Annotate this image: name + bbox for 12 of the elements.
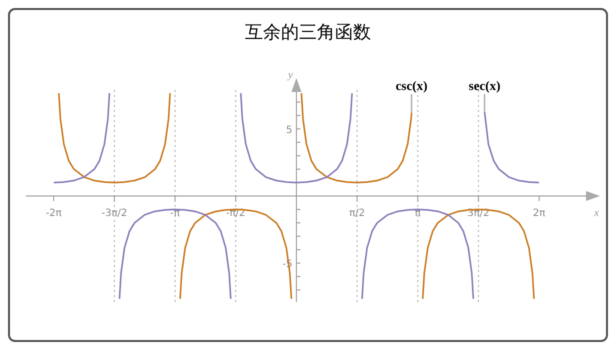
x-tick-label: -3π/2	[102, 208, 128, 219]
x-tick-label: -2π	[46, 208, 62, 219]
y-axis-title: y	[286, 69, 293, 81]
chart-title: 互余的三角函数	[245, 22, 371, 43]
series-label: sec(x)	[468, 78, 500, 93]
series-label: csc(x)	[396, 78, 428, 93]
y-tick-label: 5	[286, 124, 292, 136]
x-axis-title: x	[593, 207, 599, 219]
x-tick-label: π	[414, 208, 421, 219]
x-tick-label: π/2	[349, 208, 365, 219]
x-tick-label: 2π	[532, 208, 546, 219]
x-tick-label: -π	[170, 208, 180, 219]
